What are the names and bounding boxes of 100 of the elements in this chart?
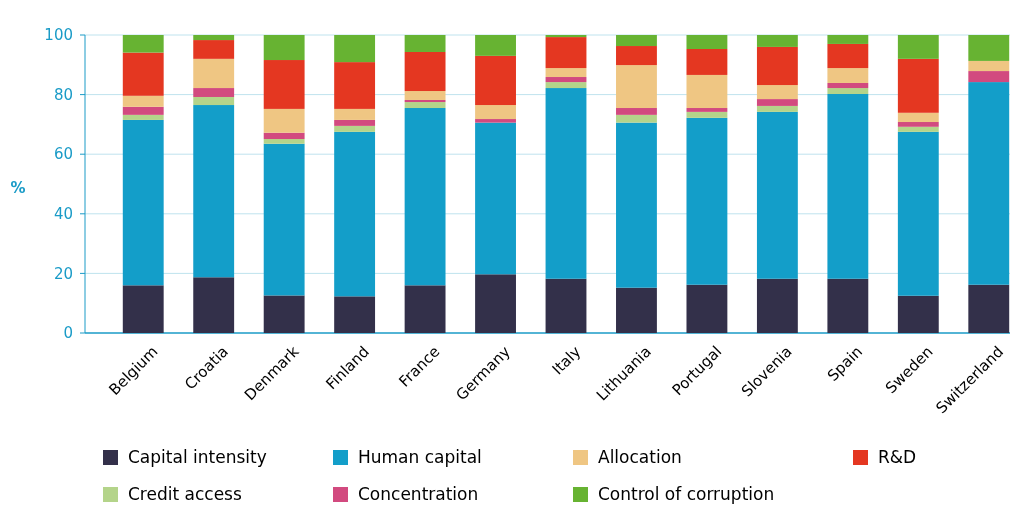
bar	[756, 105, 798, 112]
bar	[827, 88, 869, 94]
bar	[404, 35, 446, 52]
bar	[827, 43, 869, 69]
bar	[334, 131, 376, 297]
bar	[616, 65, 657, 109]
bar	[475, 55, 516, 106]
bar	[334, 296, 376, 333]
bar	[827, 82, 869, 89]
bar	[616, 114, 657, 123]
bar	[545, 278, 587, 333]
bar	[404, 108, 446, 286]
bar	[968, 60, 1010, 72]
y-tick-label: 100	[44, 26, 73, 45]
bar	[404, 102, 446, 109]
legend-label: Credit access	[128, 484, 242, 505]
bar	[334, 125, 376, 132]
bar	[616, 122, 657, 288]
y-tick-label: 0	[63, 324, 73, 343]
bar	[334, 35, 376, 63]
bar	[897, 131, 939, 296]
bar	[616, 35, 657, 47]
y-tick-label: 40	[53, 205, 73, 224]
bar	[686, 111, 728, 118]
bar	[616, 287, 657, 333]
bar	[545, 68, 587, 78]
bar	[404, 285, 446, 333]
legend-label: Concentration	[358, 484, 479, 505]
legend-label: Human capital	[358, 447, 482, 468]
bar	[263, 139, 305, 144]
bar	[756, 85, 798, 100]
bar	[968, 82, 1010, 285]
bar	[193, 277, 235, 333]
bar	[404, 99, 446, 103]
bar	[686, 49, 728, 75]
bar	[545, 82, 587, 89]
y-tick-label: 80	[53, 85, 73, 104]
bar	[827, 35, 869, 44]
bar	[122, 35, 164, 53]
bar	[756, 46, 798, 86]
bar	[263, 108, 305, 133]
bar	[193, 96, 235, 106]
bar	[545, 88, 587, 279]
bar	[827, 94, 869, 279]
bar	[475, 35, 516, 56]
bar	[756, 111, 798, 279]
bar	[827, 68, 869, 83]
bar	[616, 108, 657, 115]
legend-label: Allocation	[598, 447, 682, 468]
bar	[545, 35, 587, 38]
bar	[968, 71, 1010, 83]
y-axis-title: %	[10, 179, 26, 198]
bar	[193, 88, 235, 97]
bar	[404, 51, 446, 92]
legend-label: Capital intensity	[128, 447, 267, 468]
bar	[475, 105, 516, 120]
bar	[686, 117, 728, 285]
bar	[756, 278, 798, 333]
y-tick-label: 60	[53, 145, 73, 164]
bar	[122, 119, 164, 286]
bar	[475, 119, 516, 123]
bar	[263, 295, 305, 333]
bar	[686, 284, 728, 333]
bar	[968, 35, 1010, 61]
bar	[475, 274, 516, 333]
legend-label: R&D	[878, 447, 917, 468]
bar	[263, 35, 305, 61]
bar	[122, 106, 164, 115]
bar	[756, 35, 798, 47]
bar	[263, 132, 305, 139]
bar	[334, 62, 376, 109]
bar	[193, 105, 235, 278]
bar	[968, 284, 1010, 333]
bar	[334, 108, 376, 120]
bar	[263, 143, 305, 296]
bar	[263, 60, 305, 109]
bar	[686, 74, 728, 109]
bar	[827, 278, 869, 333]
bar	[897, 112, 939, 123]
bar	[122, 52, 164, 96]
bar	[122, 114, 164, 120]
bar	[897, 58, 939, 113]
bar	[686, 108, 728, 112]
bar	[404, 91, 446, 100]
bar	[897, 35, 939, 59]
bar	[334, 119, 376, 126]
bar	[475, 122, 516, 275]
bar	[616, 46, 657, 66]
bar	[897, 122, 939, 127]
bar	[686, 35, 728, 50]
bar	[193, 58, 235, 89]
bar	[122, 95, 164, 107]
y-tick-label: 20	[53, 264, 73, 283]
bar	[897, 126, 939, 132]
bar	[897, 295, 939, 333]
bar	[193, 40, 235, 59]
bar	[122, 285, 164, 333]
legend-label: Control of corruption	[598, 484, 775, 505]
bar	[193, 35, 235, 41]
bar	[545, 77, 587, 83]
